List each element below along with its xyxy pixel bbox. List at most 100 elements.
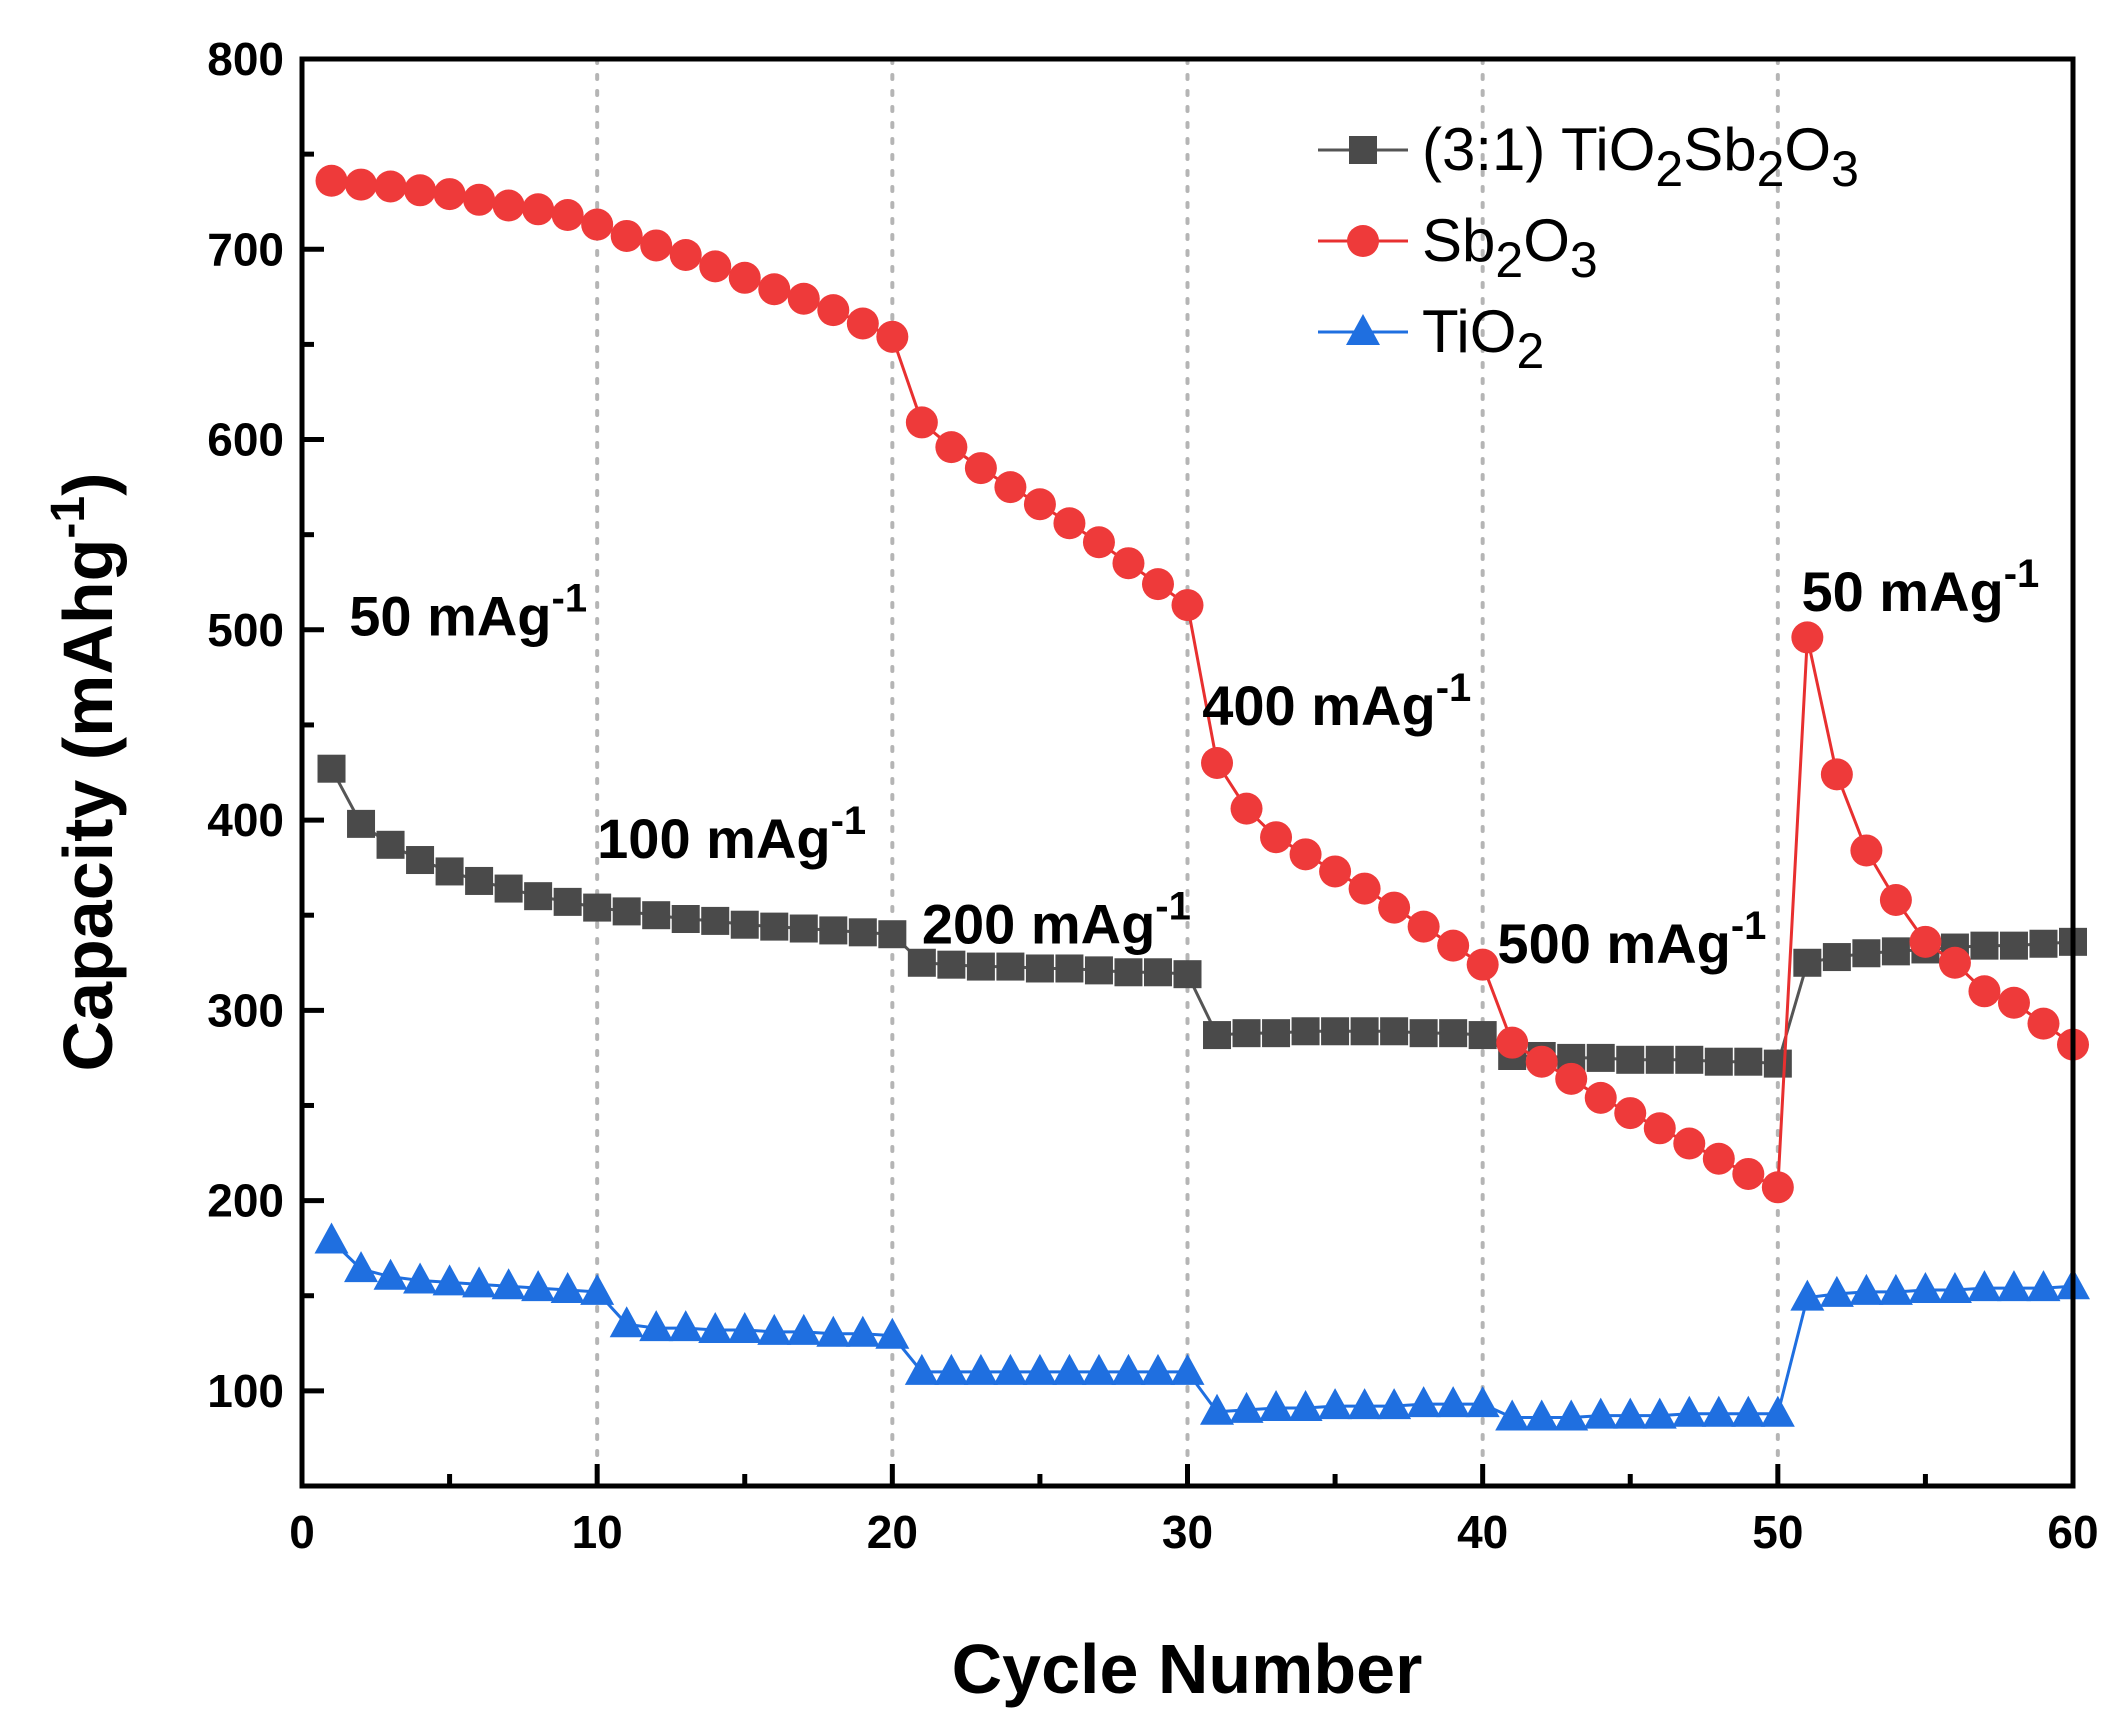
point-tio2sb2o3-34 (1291, 1017, 1320, 1046)
point-tio2sb2o3-1 (317, 754, 346, 783)
point-tio2-34 (1288, 1389, 1323, 1421)
point-tio2sb2o3-37 (1380, 1017, 1409, 1046)
point-sb2o3-41 (1496, 1026, 1529, 1059)
point-sb2o3-20 (876, 320, 909, 353)
point-tio2-5 (432, 1264, 467, 1296)
point-tio2-19 (845, 1315, 880, 1347)
point-tio2-24 (993, 1353, 1028, 1385)
point-tio2-28 (1111, 1353, 1146, 1385)
point-sb2o3-31 (1201, 746, 1234, 779)
point-tio2-38 (1406, 1386, 1441, 1418)
y-axis-title-close: ) (49, 473, 127, 496)
y-tick-label-200: 200 (207, 1175, 284, 1227)
point-tio2-43 (1554, 1399, 1589, 1431)
point-tio2-47 (1672, 1395, 1707, 1427)
point-sb2o3-22 (935, 431, 968, 464)
point-sb2o3-44 (1584, 1081, 1617, 1114)
point-tio2-58 (1996, 1270, 2031, 1302)
point-tio2sb2o3-25 (1025, 954, 1054, 983)
point-sb2o3-21 (905, 406, 938, 439)
point-tio2sb2o3-53 (1852, 939, 1881, 968)
point-sb2o3-35 (1319, 855, 1352, 888)
point-tio2-29 (1140, 1353, 1175, 1385)
point-tio2-51 (1790, 1279, 1825, 1311)
point-sb2o3-56 (1938, 946, 1971, 979)
x-tick-label-20: 20 (867, 1506, 918, 1558)
point-tio2-56 (1937, 1272, 1972, 1304)
point-tio2sb2o3-32 (1232, 1019, 1261, 1048)
point-tio2-59 (2026, 1270, 2061, 1302)
point-tio2-27 (1081, 1353, 1116, 1385)
point-tio2sb2o3-13 (671, 905, 700, 934)
point-sb2o3-59 (2027, 1007, 2060, 1040)
x-tick-label-0: 0 (289, 1506, 315, 1558)
point-sb2o3-23 (964, 452, 997, 485)
point-sb2o3-25 (1023, 488, 1056, 521)
point-tio2sb2o3-52 (1822, 943, 1851, 972)
point-tio2sb2o3-20 (878, 920, 907, 949)
rate-annotations: 50 mAg-1 100 mAg-1 200 mAg-1 400 mAg-1 500 m… (349, 552, 2039, 975)
point-tio2-44 (1583, 1397, 1618, 1429)
point-sb2o3-46 (1643, 1112, 1676, 1145)
point-tio2sb2o3-17 (789, 914, 818, 943)
point-tio2sb2o3-57 (1970, 931, 1999, 960)
point-tio2-49 (1731, 1395, 1766, 1427)
point-tio2sb2o3-19 (848, 918, 877, 947)
point-sb2o3-15 (728, 261, 761, 294)
point-tio2-50 (1760, 1395, 1795, 1427)
point-tio2-31 (1200, 1393, 1235, 1425)
point-tio2-39 (1436, 1386, 1471, 1418)
point-tio2-14 (698, 1311, 733, 1343)
point-sb2o3-30 (1171, 589, 1204, 622)
point-tio2sb2o3-26 (1055, 954, 1084, 983)
point-tio2-33 (1259, 1389, 1294, 1421)
y-tick-label-600: 600 (207, 414, 284, 466)
legend-marker-tio2 (1346, 314, 1380, 345)
annotation-5: 50 mAg-1 (1801, 552, 2039, 623)
annotation-2: 200 mAg-1 (922, 885, 1191, 956)
point-sb2o3-51 (1791, 621, 1824, 654)
legend-marker-tio2sb2o3 (1349, 136, 1377, 164)
point-sb2o3-42 (1525, 1045, 1558, 1078)
point-tio2sb2o3-45 (1616, 1045, 1645, 1074)
point-tio2sb2o3-12 (642, 901, 671, 930)
point-tio2-16 (757, 1313, 792, 1345)
point-tio2-35 (1318, 1388, 1353, 1420)
legend-item-sb2o3: Sb2O3 (1318, 207, 1598, 288)
point-tio2-54 (1878, 1273, 1913, 1305)
point-sb2o3-47 (1673, 1127, 1706, 1160)
point-sb2o3-9 (551, 199, 584, 232)
point-tio2sb2o3-29 (1143, 958, 1172, 987)
point-tio2-4 (403, 1262, 438, 1294)
point-sb2o3-6 (463, 183, 496, 216)
point-sb2o3-18 (817, 294, 850, 327)
point-tio2sb2o3-40 (1468, 1021, 1497, 1050)
point-tio2sb2o3-48 (1704, 1047, 1733, 1076)
point-tio2-40 (1465, 1386, 1500, 1418)
annotation-4: 500 mAg-1 (1497, 904, 1766, 975)
point-sb2o3-7 (492, 189, 525, 222)
point-tio2sb2o3-7 (494, 874, 523, 903)
series-line-tio2 (330, 1239, 2074, 1420)
point-tio2-26 (1052, 1353, 1087, 1385)
point-tio2-37 (1377, 1388, 1412, 1420)
legend-item-tio2sb2o3: (3:1) TiO2Sb2O3 (1318, 116, 1859, 197)
series-sb2o3 (315, 164, 2089, 1204)
y-tick-label-400: 400 (207, 794, 284, 846)
point-sb2o3-8 (522, 193, 555, 226)
point-sb2o3-28 (1112, 547, 1145, 580)
point-sb2o3-34 (1289, 838, 1322, 871)
point-sb2o3-10 (581, 208, 614, 241)
series-tio2sb2o3 (317, 754, 2087, 1078)
point-tio2sb2o3-39 (1439, 1019, 1468, 1048)
point-tio2sb2o3-30 (1173, 960, 1202, 989)
point-tio2-20 (875, 1317, 910, 1349)
point-tio2sb2o3-9 (553, 887, 582, 916)
point-tio2-32 (1229, 1391, 1264, 1423)
annotation-0: 50 mAg-1 (349, 577, 587, 648)
point-tio2-30 (1170, 1353, 1205, 1385)
point-tio2sb2o3-21 (907, 948, 936, 977)
point-tio2-3 (373, 1258, 408, 1290)
point-tio2-6 (462, 1266, 497, 1298)
legend-label-sb2o3: Sb2O3 (1422, 207, 1598, 288)
